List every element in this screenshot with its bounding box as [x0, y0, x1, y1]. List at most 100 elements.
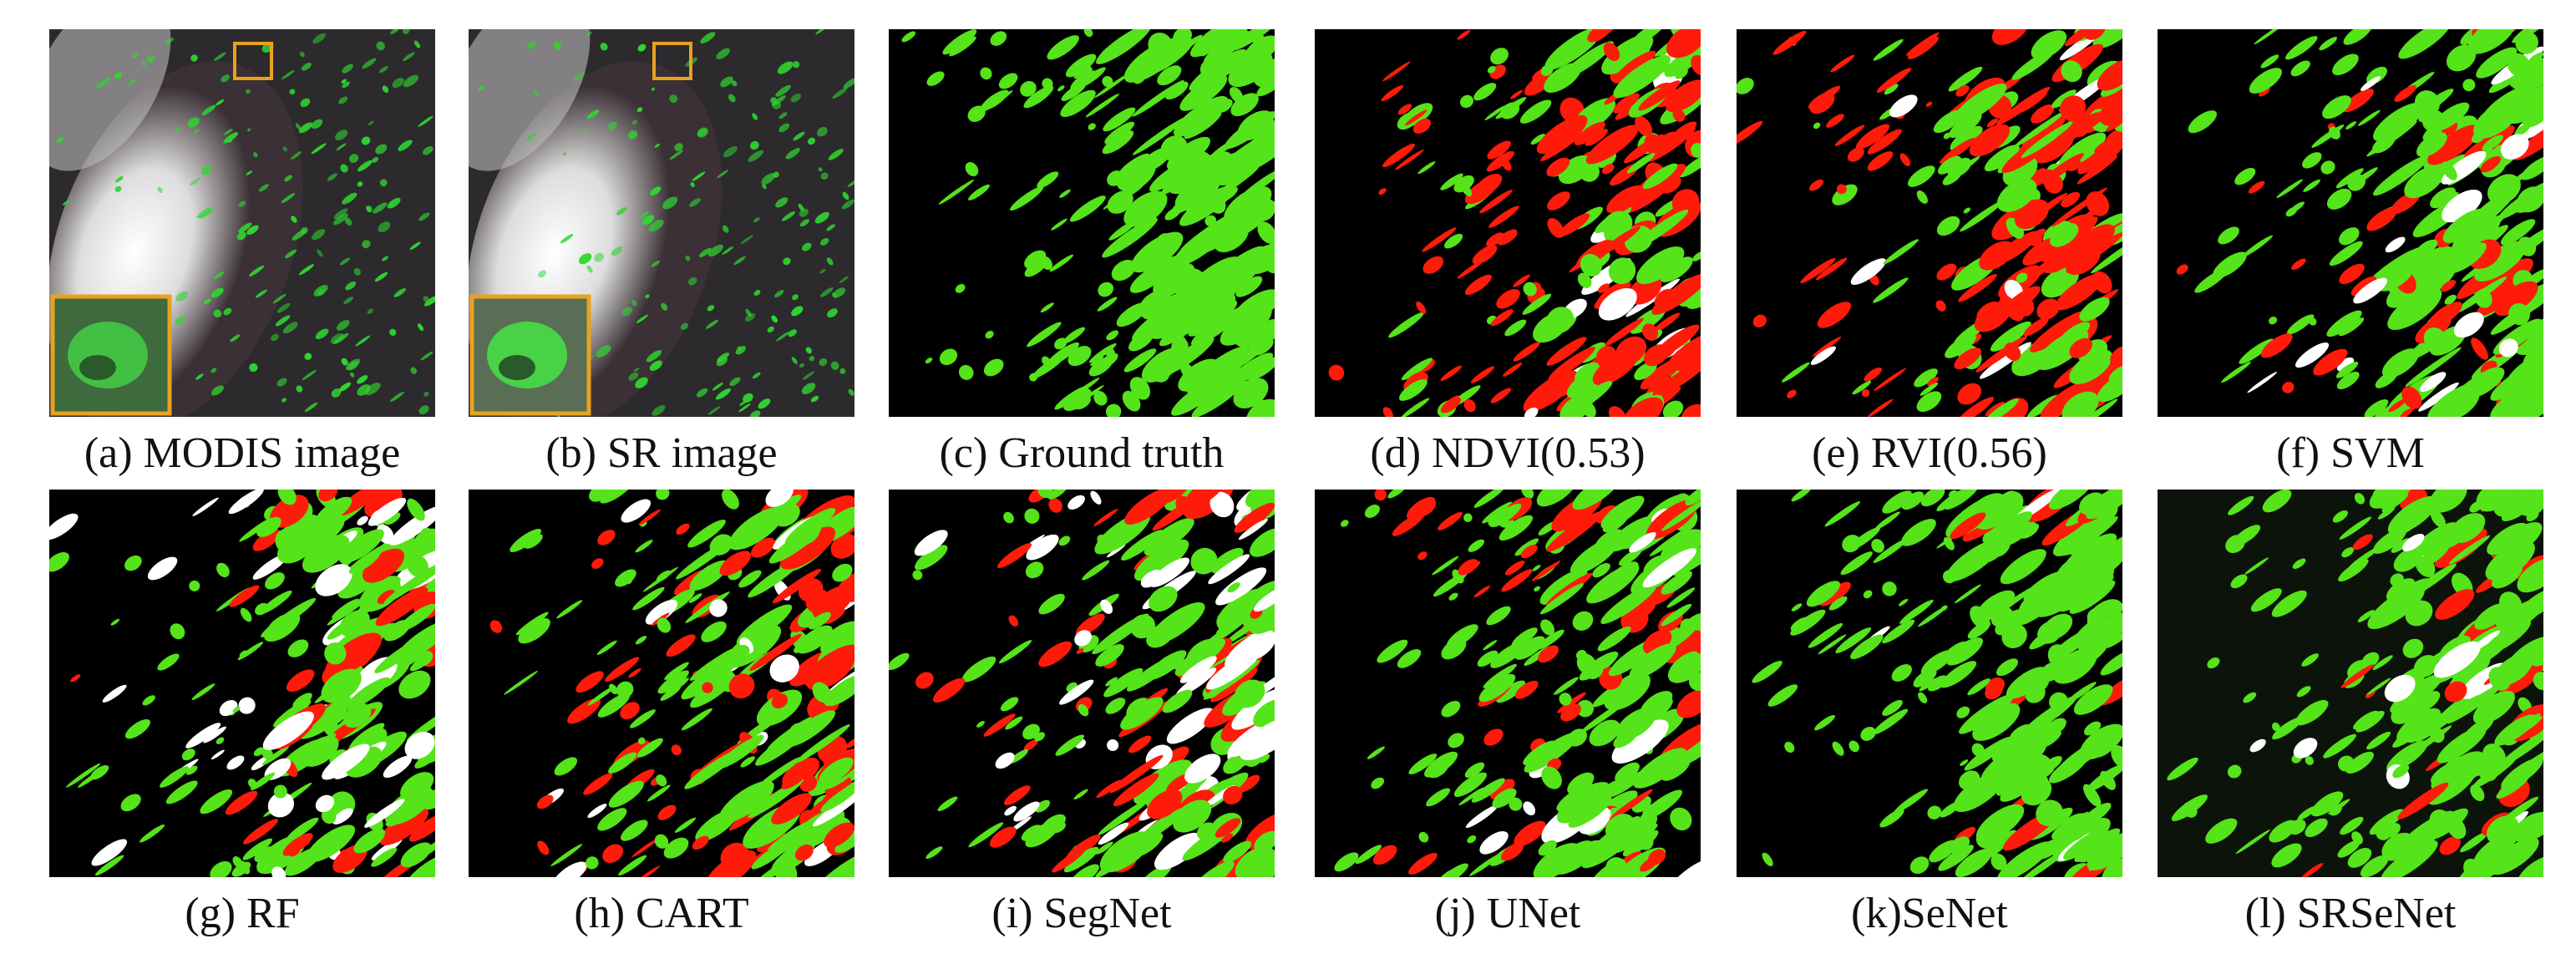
class-blob: [1918, 692, 1928, 703]
caption: (h) CART: [574, 890, 749, 937]
class-blob: [1643, 344, 1669, 367]
vegetation: [636, 314, 648, 323]
class-blob: [1967, 678, 1990, 696]
class-blob: [1341, 520, 1349, 527]
class-blob: [2396, 708, 2441, 743]
class-blob: [587, 685, 616, 706]
vegetation: [827, 308, 838, 318]
class-blob: [1948, 66, 1983, 92]
class-blob: [2254, 29, 2284, 45]
class-blob: [722, 490, 739, 510]
class-blob: [1658, 357, 1701, 396]
class-blob: [785, 710, 836, 748]
class-blob: [1164, 490, 1209, 511]
class-blob: [1248, 356, 1275, 381]
class-blob: [1418, 831, 1429, 843]
class-blob: [690, 673, 736, 708]
vegetation: [312, 33, 326, 44]
class-blob: [2353, 277, 2388, 304]
class-blob: [1682, 29, 1701, 48]
class-blob: [1209, 491, 1235, 518]
class-blob: [1645, 499, 1699, 540]
class-blob: [2320, 160, 2335, 175]
class-blob: [635, 636, 647, 645]
class-blob: [1882, 490, 1912, 514]
class-blob: [638, 509, 661, 525]
class-blob: [1105, 403, 1122, 417]
vegetation: [723, 146, 738, 158]
class-blob: [2473, 288, 2492, 308]
class-blob: [2528, 52, 2543, 65]
class-blob: [1847, 526, 1881, 551]
class-blob: [1652, 312, 1681, 333]
class-blob: [2271, 590, 2307, 617]
class-blob: [357, 515, 368, 525]
vegetation: [553, 41, 561, 50]
class-blob: [1800, 257, 1836, 284]
caption: (l) SRSeNet: [2244, 890, 2457, 937]
class-blob: [1230, 289, 1275, 328]
vegetation: [707, 305, 715, 312]
class-blob: [1253, 699, 1275, 728]
class-blob: [2297, 806, 2317, 820]
class-blob: [1440, 365, 1462, 382]
vegetation: [586, 31, 592, 37]
class-blob: [2083, 29, 2106, 40]
class-blob: [2088, 852, 2114, 871]
vegetation: [793, 131, 805, 141]
vegetation: [680, 322, 689, 330]
class-blob: [1156, 233, 1171, 246]
class-blob: [795, 724, 850, 764]
class-blob: [2289, 201, 2305, 214]
class-blob: [1486, 150, 1514, 172]
class-blob: [2091, 234, 2122, 274]
vegetation: [728, 94, 736, 103]
class-blob: [515, 611, 549, 636]
class-blob: [267, 613, 293, 633]
inset: [50, 294, 172, 416]
class-blob: [1209, 30, 1246, 58]
class-blob: [2492, 564, 2523, 589]
class-blob: [1943, 536, 1955, 551]
class-blob: [1096, 779, 1122, 799]
class-blob: [1536, 115, 1588, 155]
class-blob: [949, 36, 976, 57]
vegetation: [560, 234, 574, 244]
vegetation: [717, 170, 729, 179]
class-blob: [914, 530, 948, 556]
vegetation: [300, 98, 311, 108]
class-blob: [583, 773, 613, 795]
class-blob: [1640, 691, 1673, 717]
class-blob: [1969, 124, 2011, 157]
class-blob: [597, 530, 616, 545]
class-blob: [1013, 801, 1040, 822]
class-blob: [976, 721, 985, 728]
class-blob: [1832, 184, 1858, 206]
class-blob: [1691, 143, 1701, 158]
class-blob: [2338, 559, 2369, 582]
class-blob: [1956, 706, 1970, 718]
vegetation: [596, 345, 611, 358]
class-blob: [2347, 546, 2380, 570]
class-blob: [1889, 94, 1918, 118]
class-blob: [567, 698, 601, 724]
class-blob: [78, 769, 105, 788]
vegetation: [258, 184, 269, 192]
class-blob: [1523, 740, 1556, 765]
vegetation: [196, 207, 211, 219]
class-blob: [1524, 72, 1554, 96]
class-blob: [1874, 368, 1906, 392]
class-blob: [2047, 644, 2071, 669]
class-blob: [1513, 342, 1540, 362]
class-blob: [1638, 80, 1681, 111]
class-blob: [657, 670, 689, 694]
vegetation: [413, 40, 421, 48]
class-blob: [1991, 29, 2030, 45]
vegetation: [848, 388, 854, 396]
class-blob: [2082, 784, 2102, 807]
class-blob: [824, 674, 854, 707]
vegetation: [291, 216, 297, 223]
vegetation: [841, 199, 854, 210]
class-blob: [681, 708, 712, 731]
class-blob: [1129, 265, 1167, 293]
